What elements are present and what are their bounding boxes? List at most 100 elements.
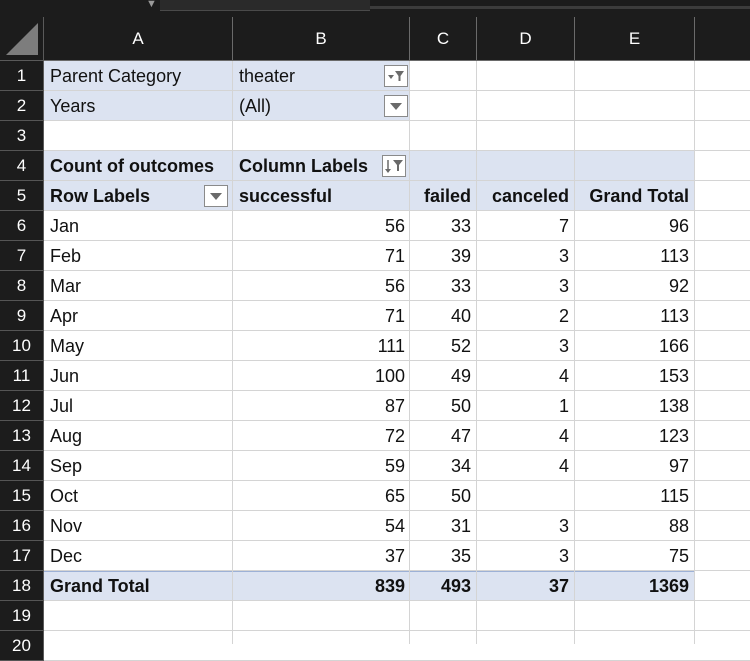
pivot-row-label[interactable]: Sep <box>50 455 83 476</box>
pivot-row-label[interactable]: Nov <box>50 515 83 536</box>
pivot-cell-failed[interactable]: 33 <box>450 275 471 296</box>
column-header-d[interactable]: D <box>477 17 575 61</box>
grand-total-failed[interactable]: 493 <box>440 575 471 596</box>
row-header[interactable]: 12 <box>0 391 44 421</box>
chevron-down-icon[interactable]: ▼ <box>146 0 157 10</box>
pivot-row-label[interactable]: Aug <box>50 425 83 446</box>
pivot-cell-failed[interactable]: 34 <box>450 455 471 476</box>
row-header[interactable]: 10 <box>0 331 44 361</box>
pivot-cell-grand-total[interactable]: 96 <box>668 215 689 236</box>
pivot-cell-canceled[interactable]: 3 <box>558 515 569 536</box>
column-header-b[interactable]: B <box>233 17 410 61</box>
pivot-cell-successful[interactable]: 37 <box>384 545 405 566</box>
pivot-cell-successful[interactable]: 111 <box>377 335 405 356</box>
row-header[interactable]: 6 <box>0 211 44 241</box>
column-header-a[interactable]: A <box>44 17 233 61</box>
pivot-cell-successful[interactable]: 71 <box>384 305 405 326</box>
column-header-f[interactable] <box>695 17 750 61</box>
select-all-button[interactable] <box>0 17 44 61</box>
pivot-cell-successful[interactable]: 100 <box>374 365 405 386</box>
grand-total-successful[interactable]: 839 <box>374 575 405 596</box>
pivot-cell-successful[interactable]: 56 <box>384 215 405 236</box>
row-header[interactable]: 8 <box>0 271 44 301</box>
column-labels-filter-button[interactable] <box>382 155 406 177</box>
years-dropdown-button[interactable] <box>384 95 408 117</box>
pivot-cell-grand-total[interactable]: 138 <box>658 395 689 416</box>
pivot-cell-failed[interactable]: 49 <box>450 365 471 386</box>
pivot-cell-grand-total[interactable]: 123 <box>658 425 689 446</box>
pivot-cell-grand-total[interactable]: 113 <box>660 305 689 326</box>
pivot-cell-canceled[interactable]: 1 <box>558 395 569 416</box>
pivot-cell-grand-total[interactable]: 153 <box>658 365 689 386</box>
column-header-e[interactable]: E <box>575 17 695 61</box>
pivot-cell-canceled[interactable]: 7 <box>558 215 569 236</box>
pivot-cell-failed[interactable]: 50 <box>450 485 471 506</box>
row-header[interactable]: 5 <box>0 181 44 211</box>
pivot-cell-successful[interactable]: 71 <box>384 245 405 266</box>
row-header[interactable]: 17 <box>0 541 44 571</box>
row-header[interactable]: 2 <box>0 91 44 121</box>
pivot-cell-grand-total[interactable]: 75 <box>668 545 689 566</box>
row-header[interactable]: 14 <box>0 451 44 481</box>
row-header[interactable]: 3 <box>0 121 44 151</box>
pivot-cell-successful[interactable]: 59 <box>384 455 405 476</box>
pivot-row-label[interactable]: May <box>50 335 85 356</box>
row-header[interactable]: 15 <box>0 481 44 511</box>
pivot-row-label[interactable]: Apr <box>50 305 79 326</box>
row-header[interactable]: 16 <box>0 511 44 541</box>
pivot-cell-successful[interactable]: 65 <box>384 485 405 506</box>
pivot-cell-grand-total[interactable]: 88 <box>668 515 689 536</box>
grand-total-canceled[interactable]: 37 <box>548 575 569 596</box>
row-header[interactable]: 7 <box>0 241 44 271</box>
row-header[interactable]: 11 <box>0 361 44 391</box>
row-header[interactable]: 18 <box>0 571 44 601</box>
pivot-row-label[interactable]: Dec <box>50 545 83 566</box>
pivot-cell-failed[interactable]: 50 <box>450 395 471 416</box>
row-header[interactable]: 4 <box>0 151 44 181</box>
filter-dropdown-button[interactable] <box>384 65 408 87</box>
pivot-cell-successful[interactable]: 54 <box>384 515 405 536</box>
pivot-row-label[interactable]: Jan <box>50 215 80 236</box>
row-header[interactable]: 19 <box>0 601 44 631</box>
row-gridline <box>44 390 750 391</box>
pivot-cell-failed[interactable]: 40 <box>450 305 471 326</box>
grand-total-total[interactable]: 1369 <box>648 575 689 596</box>
pivot-cell-canceled[interactable]: 3 <box>558 335 569 356</box>
pivot-cell-failed[interactable]: 47 <box>450 425 471 446</box>
pivot-cell-canceled[interactable]: 4 <box>558 365 569 386</box>
pivot-cell-successful[interactable]: 72 <box>384 425 405 446</box>
filter-value-parent-category[interactable]: theater <box>239 65 296 86</box>
pivot-cell-failed[interactable]: 52 <box>450 335 471 356</box>
pivot-cell-grand-total[interactable]: 97 <box>668 455 689 476</box>
column-header-c[interactable]: C <box>410 17 477 61</box>
pivot-cell-grand-total[interactable]: 115 <box>660 485 689 506</box>
pivot-cell-grand-total[interactable]: 92 <box>668 275 689 296</box>
pivot-cell-failed[interactable]: 33 <box>450 215 471 236</box>
pivot-row-label[interactable]: Jul <box>50 395 74 416</box>
pivot-cell-canceled[interactable]: 2 <box>558 305 569 326</box>
filter-value-years[interactable]: (All) <box>239 95 271 116</box>
row-header[interactable]: 9 <box>0 301 44 331</box>
pivot-cell-grand-total[interactable]: 166 <box>658 335 689 356</box>
pivot-cell-canceled[interactable]: 4 <box>558 455 569 476</box>
pivot-row-label[interactable]: Oct <box>50 485 79 506</box>
pivot-row-label[interactable]: Feb <box>50 245 82 266</box>
pivot-row-label[interactable]: Jun <box>50 365 80 386</box>
pivot-cell-canceled[interactable]: 4 <box>558 425 569 446</box>
pivot-cell-successful[interactable]: 87 <box>384 395 405 416</box>
row-header[interactable]: 20 <box>0 631 44 661</box>
row-labels-dropdown-button[interactable] <box>204 185 228 207</box>
pivot-cell-failed[interactable]: 39 <box>450 245 471 266</box>
row-header[interactable]: 13 <box>0 421 44 451</box>
pivot-cell-canceled[interactable]: 3 <box>558 245 569 266</box>
row-header[interactable]: 1 <box>0 61 44 91</box>
row-gridline <box>44 300 750 301</box>
pivot-row-label[interactable]: Mar <box>50 275 81 296</box>
pivot-cell-canceled[interactable]: 3 <box>558 545 569 566</box>
pivot-cell-canceled[interactable]: 3 <box>558 275 569 296</box>
pivot-cell-failed[interactable]: 31 <box>450 515 471 536</box>
pivot-cell-grand-total[interactable]: 113 <box>660 245 689 266</box>
pivot-cell-canceled[interactable] <box>477 481 569 511</box>
pivot-cell-successful[interactable]: 56 <box>384 275 405 296</box>
pivot-cell-failed[interactable]: 35 <box>450 545 471 566</box>
